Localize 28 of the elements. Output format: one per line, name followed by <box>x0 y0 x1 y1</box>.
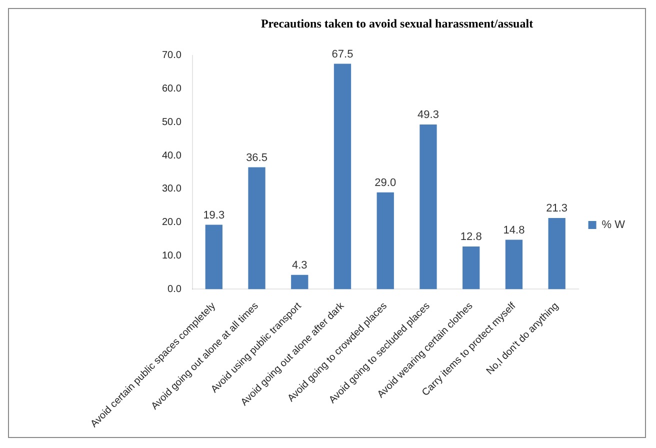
y-tick-label: 40.0 <box>162 150 182 162</box>
y-tick-label: 70.0 <box>162 50 182 62</box>
bar <box>248 167 266 290</box>
data-label: 14.8 <box>503 224 525 236</box>
bar <box>205 224 222 290</box>
data-label: 19.3 <box>203 209 225 222</box>
data-label: 36.5 <box>246 152 268 164</box>
y-tick-label: 20.0 <box>162 217 182 228</box>
y-tick-label: 60.0 <box>162 84 182 95</box>
bar <box>376 192 394 290</box>
data-label: 21.3 <box>546 202 568 215</box>
bar <box>548 218 566 290</box>
y-tick-label: 30.0 <box>162 184 182 195</box>
y-tick-label: 0.0 <box>168 284 182 295</box>
bar <box>291 274 308 290</box>
data-label: 12.8 <box>460 230 482 243</box>
bar <box>505 240 523 290</box>
data-label: 29.0 <box>374 176 396 189</box>
bar <box>420 124 437 290</box>
data-label: 67.5 <box>332 48 354 60</box>
y-tick-label: 10.0 <box>162 250 182 262</box>
data-label: 4.3 <box>292 259 308 272</box>
y-tick-label: 50.0 <box>162 116 182 128</box>
legend-label: % W <box>602 219 626 232</box>
chart-title: Precautions taken to avoid sexual harassment/assualt <box>260 16 534 30</box>
data-label: 49.3 <box>418 109 439 122</box>
bar <box>334 64 352 290</box>
bar <box>462 246 480 290</box>
